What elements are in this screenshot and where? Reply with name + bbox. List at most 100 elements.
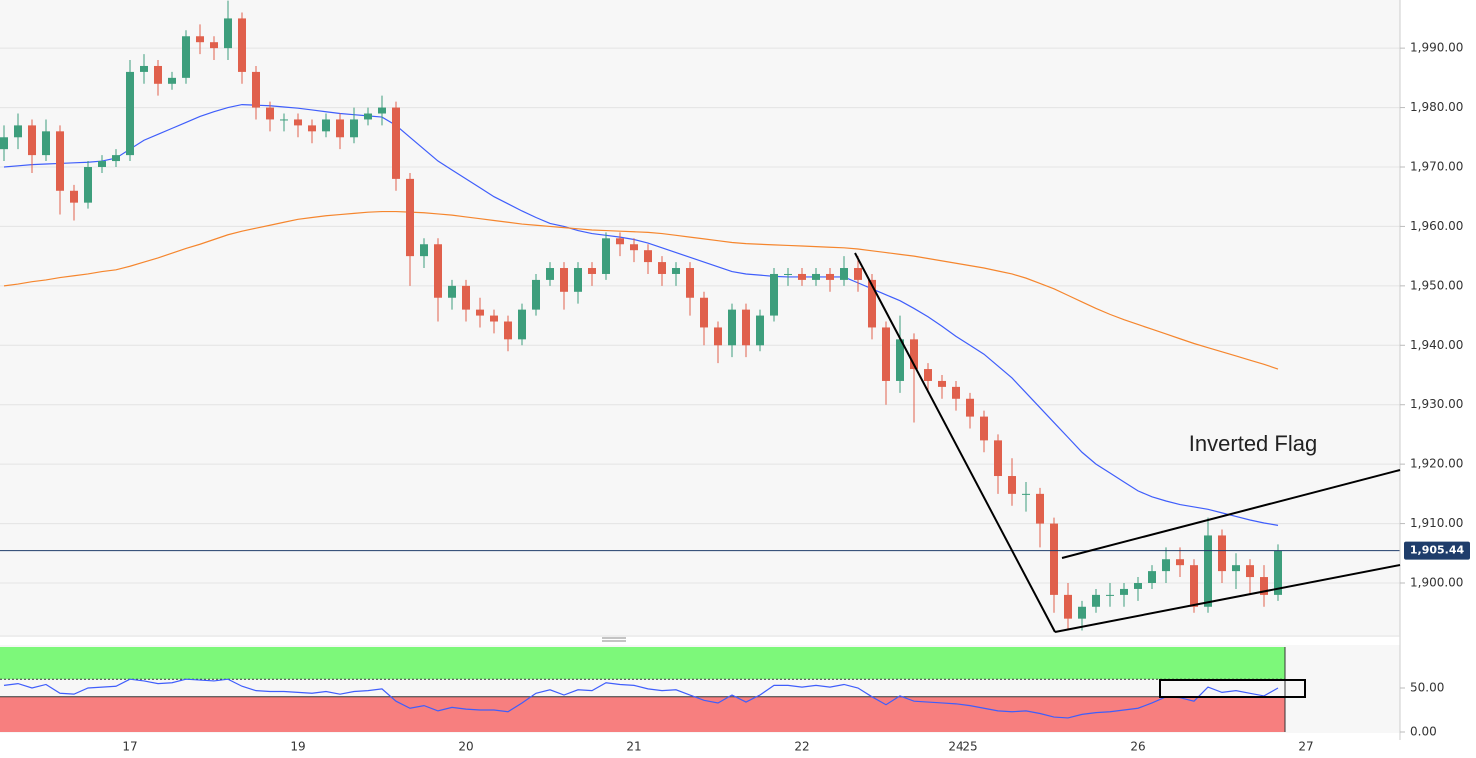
candle-body	[280, 119, 288, 121]
candle-body	[1246, 565, 1254, 578]
x-tick-label: 27	[1298, 740, 1313, 754]
moving-average	[3, 103, 1279, 526]
x-tick-label: 20	[458, 740, 473, 754]
candle-body	[742, 309, 750, 346]
flag-upper-line	[1061, 469, 1401, 559]
y-tick-label: 1,960.00	[1410, 219, 1463, 233]
candle-body	[308, 125, 316, 132]
candle-body	[1162, 559, 1170, 572]
candle-body	[1218, 535, 1226, 572]
candle-body	[756, 315, 764, 346]
candle-body	[1064, 594, 1072, 619]
candle-body	[616, 238, 624, 245]
candle-body	[966, 398, 974, 417]
candle-body	[294, 119, 302, 126]
y-tick-label: 1,900.00	[1410, 575, 1463, 589]
last-price-label: 1,905.44	[1410, 544, 1465, 557]
candle-body	[84, 166, 92, 203]
candle-body	[784, 273, 792, 275]
last-price-box	[1404, 541, 1470, 560]
candle-body	[700, 297, 708, 328]
candle-body	[518, 309, 526, 340]
candle-body	[854, 268, 862, 280]
y-tick-label: 0.00	[1410, 725, 1437, 739]
candle-body	[1022, 493, 1030, 495]
candle-body	[350, 119, 358, 138]
candle-body	[602, 238, 610, 274]
candle-body	[420, 244, 428, 257]
candle-body	[882, 327, 890, 381]
y-tick-label: 1,920.00	[1410, 457, 1463, 471]
candle-body	[1120, 588, 1128, 595]
candle-body	[70, 190, 78, 203]
candle-body	[1204, 535, 1212, 607]
y-tick-label: 50.00	[1410, 681, 1444, 695]
candle-body	[224, 18, 232, 49]
drawings	[854, 252, 1401, 698]
candle-body	[532, 279, 540, 310]
candle-body	[924, 369, 932, 381]
candle-body	[1232, 565, 1240, 572]
candle-body	[476, 309, 484, 316]
candle-body	[728, 309, 736, 346]
candle-body	[392, 107, 400, 179]
candle-body	[252, 71, 260, 108]
candle-body	[210, 42, 218, 49]
candle-body	[1190, 565, 1198, 607]
candle-body	[336, 119, 344, 138]
candle-body	[644, 250, 652, 263]
rsi-line	[3, 678, 1279, 719]
x-tick-label: 19	[290, 740, 305, 754]
candle-body	[238, 18, 246, 72]
candle-body	[182, 36, 190, 78]
candle-body	[140, 65, 148, 72]
x-tick-label: 25	[962, 740, 977, 754]
flag-lower-line	[1054, 564, 1401, 633]
candle-body	[1134, 582, 1142, 589]
resize-handle[interactable]	[602, 637, 626, 642]
y-tick-label: 1,990.00	[1410, 41, 1463, 55]
candle-body	[1260, 577, 1268, 595]
candle-body	[1274, 550, 1282, 595]
candle-body	[14, 125, 22, 138]
candle-body	[1092, 594, 1100, 607]
candle-body	[462, 285, 470, 310]
candle-body	[574, 268, 582, 292]
candle-body	[630, 244, 638, 251]
candle-body	[1176, 559, 1184, 566]
candle-body	[714, 327, 722, 346]
plot-layer	[0, 0, 1400, 732]
candle-body	[798, 273, 806, 280]
moving-average	[3, 210, 1279, 370]
candle-body	[1106, 594, 1114, 596]
x-tick-label: 26	[1130, 740, 1145, 754]
candle-body	[378, 107, 386, 114]
candle-body	[322, 119, 330, 132]
candle-body	[560, 268, 568, 292]
candle-body	[658, 262, 666, 274]
candle-body	[980, 416, 988, 441]
band-lower	[0, 696, 1285, 732]
candle-body	[826, 273, 834, 280]
candle-body	[588, 268, 596, 274]
flag-pole	[854, 252, 1056, 633]
candle-body	[448, 285, 456, 298]
candle-body	[0, 137, 8, 150]
candle-body	[686, 268, 694, 298]
candle-body	[490, 315, 498, 322]
candle-body	[868, 279, 876, 328]
annotation: Inverted Flag	[1189, 431, 1317, 456]
y-tick-label: 1,980.00	[1410, 100, 1463, 114]
candle-body	[56, 131, 64, 191]
rsi-box	[1159, 679, 1306, 698]
candle-body	[154, 65, 162, 84]
x-tick-label: 22	[794, 740, 809, 754]
candle-body	[938, 380, 946, 387]
y-tick-label: 1,950.00	[1410, 278, 1463, 292]
candle-body	[1008, 476, 1016, 494]
candle-body	[28, 125, 36, 156]
x-tick-label: 17	[122, 740, 137, 754]
candle-body	[504, 321, 512, 340]
